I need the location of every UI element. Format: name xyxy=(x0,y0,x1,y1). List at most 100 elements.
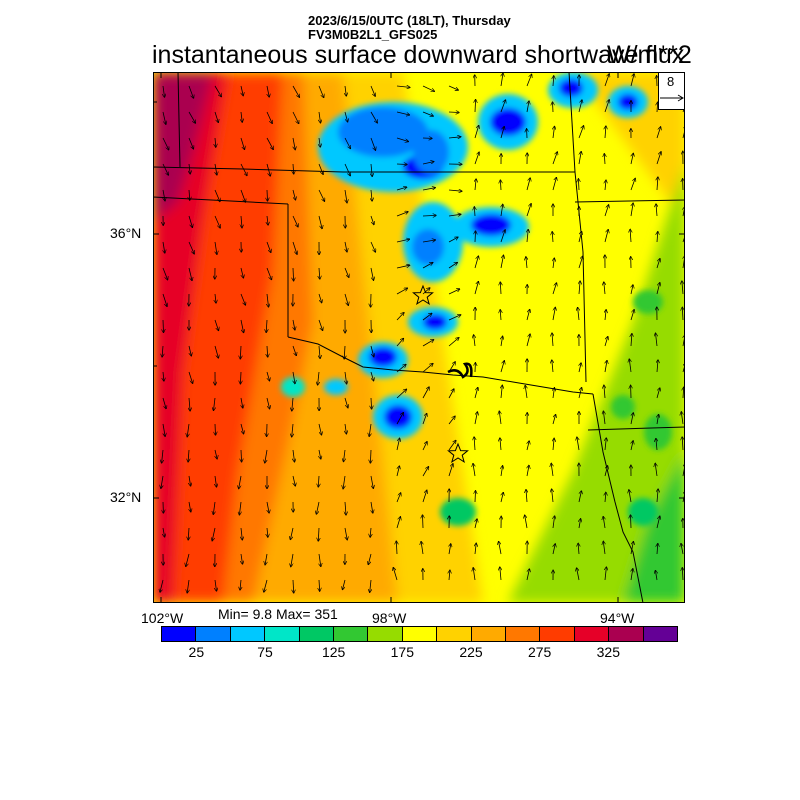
wind-arrow xyxy=(371,397,372,409)
wind-arrow xyxy=(631,334,632,347)
wind-arrow xyxy=(240,345,241,359)
wind-arrow xyxy=(162,345,163,357)
wind-arrow xyxy=(396,212,408,217)
colorbar-tick-label: 175 xyxy=(390,644,415,660)
wind-arrow xyxy=(448,263,457,269)
wind-arrow xyxy=(292,215,298,227)
wind-arrow xyxy=(344,111,348,122)
wind-arrow xyxy=(163,423,165,436)
wind-arrow xyxy=(292,423,293,437)
wind-arrow xyxy=(189,475,191,486)
wind-arrow xyxy=(214,345,218,358)
wind-arrow xyxy=(292,137,295,150)
wind-arrow xyxy=(343,579,346,590)
wind-arrow xyxy=(552,232,553,243)
min-max-stats: Min= 9.8 Max= 351 xyxy=(218,606,338,622)
wind-arrow xyxy=(422,162,434,165)
wind-arrow xyxy=(266,111,272,123)
wind-arrow xyxy=(370,137,376,150)
wind-arrow xyxy=(657,177,658,191)
wind-arrow xyxy=(448,137,461,138)
wind-arrow xyxy=(163,241,165,253)
wind-arrow xyxy=(393,568,398,581)
wind-arrow xyxy=(475,543,476,555)
wind-arrow xyxy=(267,215,268,225)
wind-arrow xyxy=(448,416,455,425)
wind-arrow xyxy=(291,553,294,567)
wind-arrow xyxy=(370,85,375,96)
wind-arrow xyxy=(474,126,479,139)
wind-arrow xyxy=(188,85,194,98)
wind-arrow xyxy=(188,527,189,540)
wind-arrow xyxy=(213,501,215,514)
wind-arrow xyxy=(344,137,350,149)
lon-label-98w: 98°W xyxy=(372,610,407,626)
colorbar-swatch xyxy=(265,627,300,641)
wind-arrow xyxy=(163,371,164,381)
wind-arrow xyxy=(501,493,503,503)
wind-arrow xyxy=(604,205,609,217)
wind-arrow xyxy=(189,345,191,356)
wind-arrow xyxy=(579,281,580,295)
wind-arrow xyxy=(345,371,347,384)
wind-arrow xyxy=(316,501,320,514)
wind-arrow xyxy=(631,441,633,451)
wind-arrow xyxy=(163,189,165,201)
wind-arrow xyxy=(448,315,461,321)
colorbar-swatch xyxy=(437,627,472,641)
wind-arrow xyxy=(319,345,320,358)
wind-arrow xyxy=(604,230,608,243)
wind-arrow xyxy=(318,215,322,229)
wind-arrow xyxy=(656,204,657,217)
wind-arrow xyxy=(605,438,606,451)
wind-arrow xyxy=(319,137,320,147)
wind-arrow xyxy=(344,397,348,408)
wind-arrow xyxy=(293,267,294,281)
wind-arrow xyxy=(655,463,657,477)
wind-arrow xyxy=(422,288,430,295)
wind-arrow xyxy=(655,571,657,581)
city-star-marker xyxy=(412,284,434,306)
wind-arrow xyxy=(631,569,633,581)
wind-arrow xyxy=(264,579,268,592)
wind-arrow xyxy=(266,267,272,280)
wind-arrow xyxy=(396,517,400,529)
wind-arrow xyxy=(318,475,319,487)
wind-arrow xyxy=(683,387,684,399)
wind-arrow xyxy=(474,412,477,425)
wind-arrow xyxy=(422,263,433,269)
wind-arrow xyxy=(396,111,410,115)
wind-arrow xyxy=(552,307,555,321)
wind-arrow xyxy=(186,553,190,566)
wind-arrow xyxy=(577,437,579,451)
wind-arrow xyxy=(448,112,459,113)
wind-arrow xyxy=(475,231,476,243)
wind-arrow xyxy=(501,73,503,87)
axis-ticks xyxy=(153,72,685,603)
wind-arrow xyxy=(578,100,582,113)
wind-arrow xyxy=(344,293,348,305)
wind-arrow xyxy=(214,215,220,228)
wind-arrow xyxy=(240,319,244,333)
wind-arrow xyxy=(240,371,241,384)
wind-arrow xyxy=(187,579,189,593)
wind-arrow xyxy=(500,100,506,113)
wind-arrow xyxy=(553,438,554,451)
wind-arrow xyxy=(421,542,423,555)
wind-arrow xyxy=(345,423,346,434)
wind-arrow xyxy=(344,345,345,359)
wind-arrow xyxy=(318,423,322,435)
wind-arrow xyxy=(370,215,374,225)
wind-arrow xyxy=(525,515,528,529)
colorbar-swatch xyxy=(196,627,231,641)
colorbar-swatch xyxy=(162,627,197,641)
wind-arrow xyxy=(501,336,503,347)
wind-arrow xyxy=(241,553,243,564)
wind-arrow xyxy=(656,259,660,269)
wind-arrow xyxy=(293,449,295,462)
wind-arrow xyxy=(396,86,410,87)
wind-vectors xyxy=(160,73,685,593)
wind-arrow xyxy=(656,333,658,347)
wind-arrow xyxy=(526,334,530,347)
wind-arrow xyxy=(267,189,268,201)
